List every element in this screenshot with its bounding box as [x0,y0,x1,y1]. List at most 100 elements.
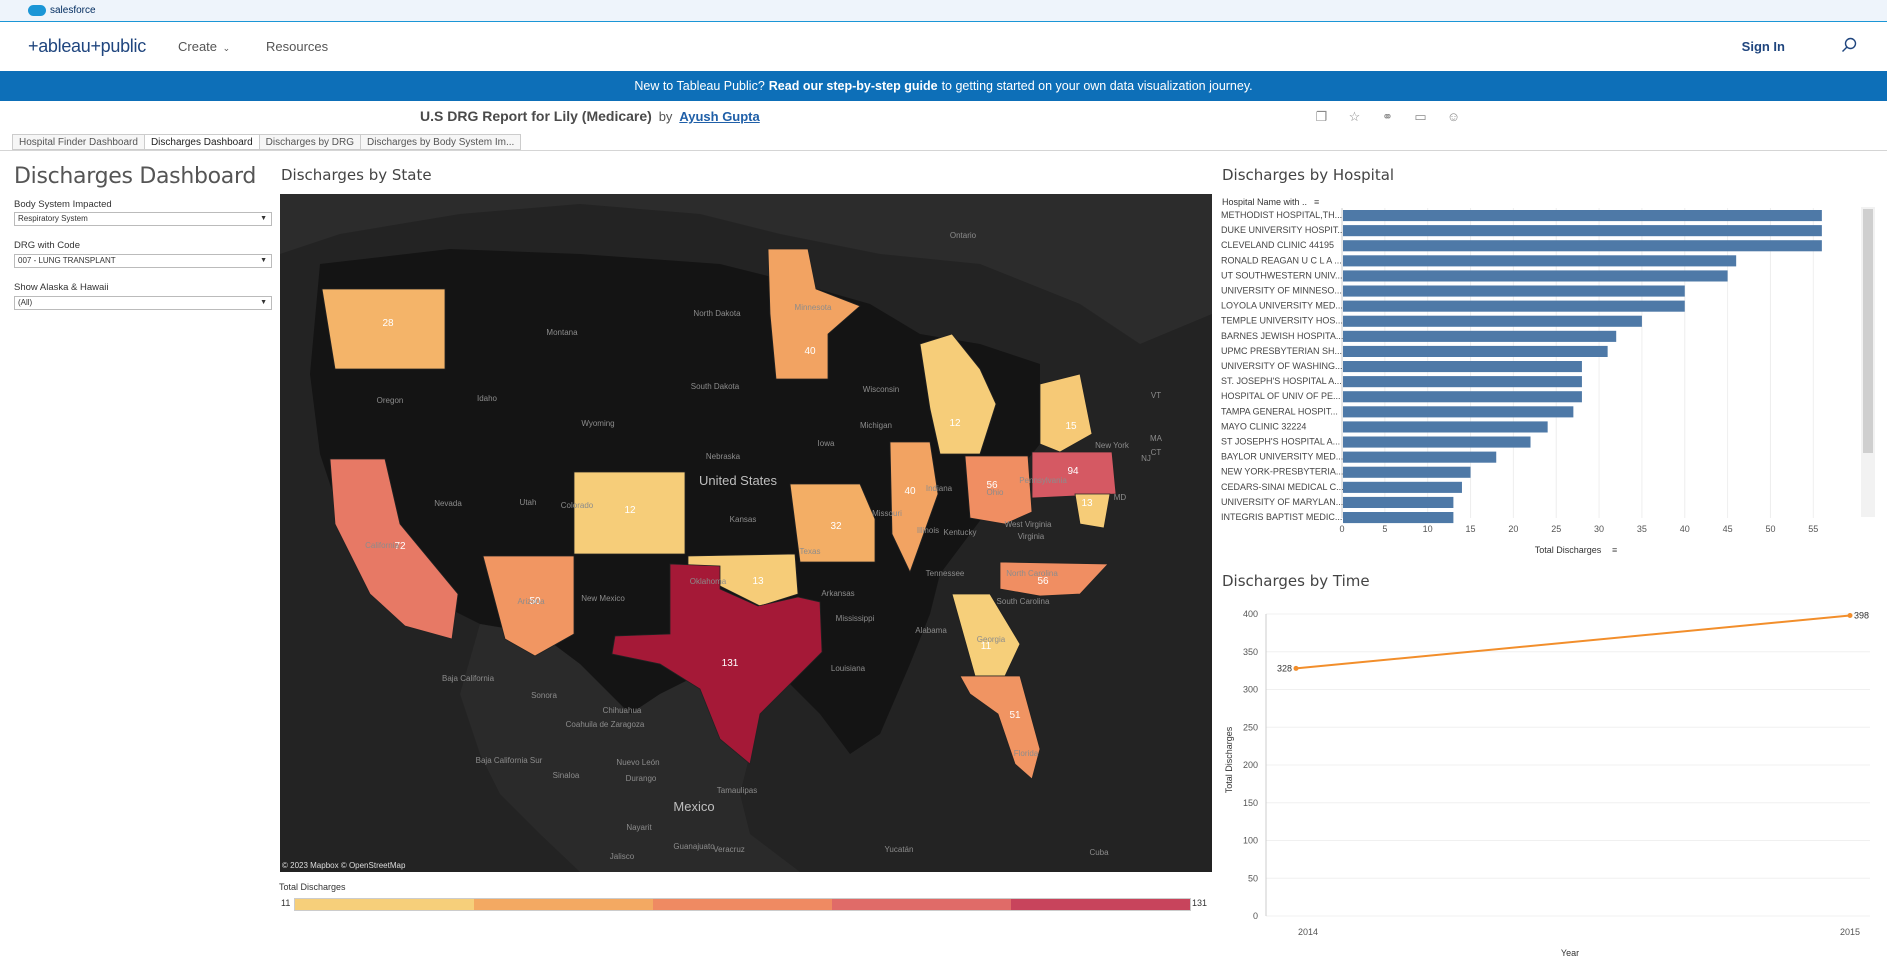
resources-link[interactable]: Resources [266,39,329,54]
hospital-label[interactable]: UPMC PRESBYTERIAN SH... [1221,346,1342,356]
hospital-label[interactable]: BARNES JEWISH HOSPITA... [1221,331,1343,341]
state-florida[interactable] [959,675,1041,780]
hospital-label[interactable]: CLEVELAND CLINIC 44195 [1221,240,1334,250]
sign-in-button[interactable]: Sign In [1741,39,1785,54]
map-credit[interactable]: © 2023 Mapbox © OpenStreetMap [282,861,406,870]
state-illinois[interactable] [889,441,939,574]
line-point[interactable] [1847,613,1853,619]
author-link[interactable]: Ayush Gupta [679,109,760,124]
hospital-label[interactable]: UNIVERSITY OF MINNESO... [1221,286,1342,296]
hospital-label[interactable]: DUKE UNIVERSITY HOSPIT... [1221,225,1345,235]
map-place-label: Florida [1014,749,1039,758]
bar-x-tick: 10 [1423,524,1433,534]
hospital-label[interactable]: INTEGRIS BAPTIST MEDIC... [1221,512,1342,522]
hospital-bar-chart[interactable]: Hospital Name with .. ≡ 0 5 10 15 20 25 30 35 40 45… [1218,192,1882,562]
state-map[interactable]: 28 40 12 15 94 13 56 40 32 12 72 50 13 131 56 11 51 Ontar… [280,194,1212,872]
profile-icon[interactable]: ☺ [1446,109,1461,124]
state-michigan[interactable] [919,333,997,455]
salesforce-logo[interactable]: salesforce [28,5,96,16]
hospital-label[interactable]: ST JOSEPH'S HOSPITAL A... [1221,437,1340,447]
hospital-scrollbar[interactable] [1861,207,1875,517]
hospital-label[interactable]: NEW YORK-PRESBYTERIA... [1221,467,1343,477]
hospital-bar[interactable] [1343,391,1582,403]
hospital-label[interactable]: MAYO CLINIC 32224 [1221,421,1306,431]
hospital-axis-header[interactable]: Hospital Name with .. [1222,197,1307,207]
state-pennsylvania[interactable] [1031,451,1117,499]
hospital-bar[interactable] [1343,315,1642,327]
state-north-carolina[interactable] [999,561,1109,597]
body-system-dropdown[interactable]: Respiratory System ▼ [14,212,272,226]
hospital-bar[interactable] [1343,330,1617,342]
state-georgia[interactable] [951,593,1021,677]
tab-discharges-by-drg[interactable]: Discharges by DRG [259,134,362,150]
state-ohio[interactable] [964,455,1033,525]
state-california[interactable] [329,458,459,640]
hospital-label[interactable]: UT SOUTHWESTERN UNIV... [1221,270,1343,280]
hospital-bar[interactable] [1343,345,1608,357]
sort-icon[interactable]: ≡ [1612,545,1617,555]
discharges-line[interactable] [1295,614,1851,670]
copy-icon[interactable]: ❐ [1315,109,1328,124]
search-icon[interactable] [1841,37,1857,53]
share-icon[interactable]: ⚭ [1382,109,1393,124]
time-line-chart[interactable]: 0 50 100 150 200 250 300 350 400 2014 2015 328 398 To… [1218,600,1882,962]
hospital-label[interactable]: CEDARS-SINAI MEDICAL C... [1221,482,1344,492]
hospital-bar[interactable] [1343,421,1548,433]
hospital-label[interactable]: TEMPLE UNIVERSITY HOS... [1221,316,1343,326]
hospital-bar[interactable] [1343,240,1822,252]
tab-discharges-by-body-system[interactable]: Discharges by Body System Im... [361,134,522,150]
hospital-label[interactable]: TAMPA GENERAL HOSPIT... [1221,406,1338,416]
state-missouri[interactable] [789,483,876,563]
tableau-public-logo[interactable]: +ableau+public [28,36,146,56]
hospital-bar[interactable] [1343,270,1728,282]
hospital-bar[interactable] [1343,436,1531,448]
hospital-bar[interactable] [1343,512,1454,524]
line-x-axis-title[interactable]: Year [1561,948,1579,958]
hospital-bar[interactable] [1343,361,1582,373]
hospital-bar[interactable] [1343,481,1462,493]
hospital-label[interactable]: METHODIST HOSPITAL,TH... [1221,210,1342,220]
tab-discharges-dashboard[interactable]: Discharges Dashboard [144,134,260,150]
state-map-canvas[interactable]: 28 40 12 15 94 13 56 40 32 12 72 50 13 131 56 11 51 Ontar… [280,194,1212,872]
hospital-label[interactable]: HOSPITAL OF UNIV OF PE... [1221,391,1341,401]
line-point[interactable] [1293,665,1299,671]
legend-swatch-4 [1011,899,1190,910]
state-texas[interactable] [611,563,823,765]
sort-icon[interactable]: ≡ [1314,197,1319,207]
hospital-bar[interactable] [1343,466,1471,478]
hospital-bar[interactable] [1343,376,1582,388]
hospital-label[interactable]: LOYOLA UNIVERSITY MED... [1221,301,1343,311]
top-nav: +ableau+public Create ⌄ Resources Sign I… [0,22,1887,71]
hospital-label[interactable]: UNIVERSITY OF MARYLAN... [1221,497,1343,507]
hospital-bar[interactable] [1343,496,1454,508]
hospital-label[interactable]: RONALD REAGAN U C L A ... [1221,255,1342,265]
create-menu[interactable]: Create ⌄ [178,39,230,54]
line-y-axis-title[interactable]: Total Discharges [1224,726,1234,793]
state-value-label: 94 [1067,466,1079,477]
hospital-label[interactable]: ST. JOSEPH'S HOSPITAL A... [1221,376,1342,386]
state-maryland[interactable] [1074,493,1111,529]
hospital-bar[interactable] [1343,210,1822,222]
hospital-label[interactable]: BAYLOR UNIVERSITY MED... [1221,452,1343,462]
hospital-bar[interactable] [1343,255,1737,267]
drg-dropdown[interactable]: 007 - LUNG TRANSPLANT ▼ [14,254,272,268]
state-new-york[interactable] [1039,373,1093,453]
state-minnesota[interactable] [767,248,861,380]
hospital-bar[interactable] [1343,300,1685,312]
hospital-bar[interactable] [1343,285,1685,297]
star-icon[interactable]: ☆ [1348,109,1361,124]
hospital-bar[interactable] [1343,406,1574,418]
bar-x-axis-title[interactable]: Total Discharges [1535,545,1602,555]
hospital-bar[interactable] [1343,451,1497,463]
state-washington[interactable] [321,288,446,370]
scrollbar-thumb[interactable] [1863,209,1873,453]
map-title: Discharges by State [281,166,432,184]
banner-guide-link[interactable]: Read our step-by-step guide [768,79,938,93]
hospital-label[interactable]: UNIVERSITY OF WASHING... [1221,361,1343,371]
hospital-bar[interactable] [1343,225,1822,237]
tab-hospital-finder[interactable]: Hospital Finder Dashboard [12,134,145,150]
alaska-hawaii-dropdown[interactable]: (All) ▼ [14,296,272,310]
present-icon[interactable]: ▭ [1414,109,1427,124]
state-arizona[interactable] [482,555,575,657]
state-colorado[interactable] [573,471,686,555]
